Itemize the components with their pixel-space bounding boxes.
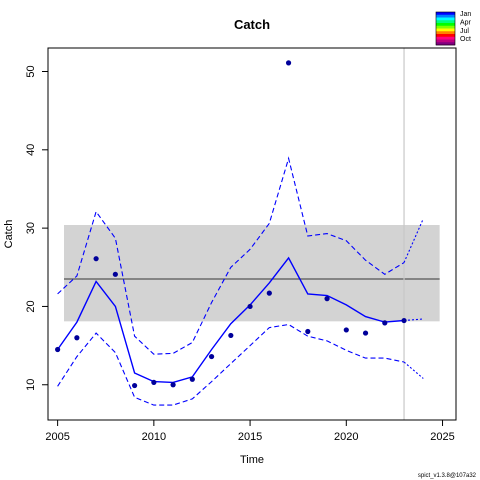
series-forecast-estimate [403,318,424,322]
x-tick-label: 2015 [238,431,262,443]
observation-point [362,330,369,336]
series-estimate [57,256,405,384]
observation-point [343,327,349,333]
x-tick-label: 2005 [45,431,69,443]
legend-color-swatch [436,31,455,35]
chart-title: Catch [234,17,270,32]
x-axis: 2005 2010 2015 2020 2025 [45,420,455,443]
version-footnote: spict_v1.3.8@107a32 [418,473,477,479]
legend-color-swatch [436,36,455,40]
y-axis: 10 20 30 40 50 [25,65,48,391]
legend-label: Apr [460,19,472,26]
observation-point [305,328,311,335]
x-tick-label: 2020 [334,431,358,443]
observation-point [112,271,118,277]
observation-point [189,376,195,382]
legend-label: Jul [460,28,469,35]
observation-point [93,256,99,262]
x-tick-label: 2025 [430,431,454,443]
legend-color-swatch [436,39,455,43]
observation-point [324,296,330,302]
legend-label: Oct [460,36,471,43]
legend-color-swatch [436,17,455,21]
y-tick-label: 20 [25,300,37,312]
legend-color-swatch [436,23,455,27]
observation-point [247,303,253,310]
observation-point [266,290,272,296]
legend-color-swatch [436,34,455,38]
series-upper-ci [57,156,405,355]
y-tick-label: 30 [25,222,37,234]
observation-point [401,317,407,324]
observation-point [55,346,61,353]
legend-color-swatch [436,42,455,46]
legend-color-swatch [436,28,455,32]
observation-point [170,382,176,388]
x-tick-label: 2010 [142,431,166,443]
observation-point [285,60,292,66]
observation-point [228,332,234,339]
legend-frame [435,11,456,46]
legend-color-swatch [436,20,455,24]
legend-color-swatch [436,12,455,16]
y-axis-label: Catch [3,220,15,249]
observation-point [208,353,215,360]
observation-point [74,335,80,341]
observation-point [151,379,157,386]
plot-layer [55,48,440,420]
plot-frame [47,47,457,421]
y-tick-label: 10 [25,379,37,391]
y-tick-label: 50 [25,65,37,77]
observation-point [132,382,138,389]
legend-color-swatch [436,14,455,18]
legend-color-swatch [436,25,455,29]
x-axis-label: Time [240,454,264,466]
series-forecast-lower [403,361,424,379]
observation-point [382,320,388,326]
legend-label: Jan [460,11,471,18]
y-tick-label: 40 [25,144,37,156]
